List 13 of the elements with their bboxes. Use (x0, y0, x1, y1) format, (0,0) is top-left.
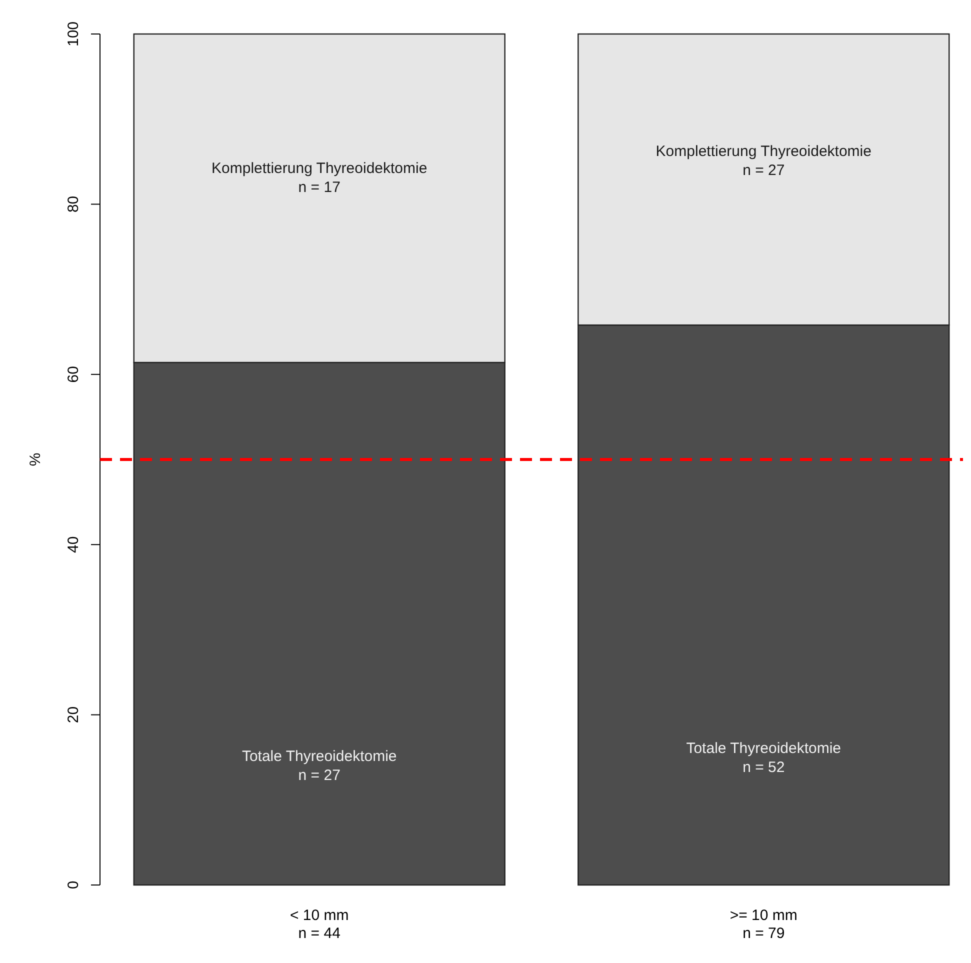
y-tick-label: 100 (65, 21, 82, 47)
y-tick-label: 60 (65, 366, 82, 383)
y-tick-label: 40 (65, 536, 82, 553)
x-tick-label: >= 10 mm n = 79 (730, 907, 798, 942)
y-axis-title: % (27, 452, 44, 466)
annotation: Totale Thyreoidektomie n = 27 (242, 748, 397, 784)
annotation: Komplettierung Thyreoidektomie n = 27 (656, 142, 872, 179)
y-tick-label: 0 (65, 880, 82, 890)
y-tick-label: 80 (65, 196, 82, 213)
y-tick-label: 20 (65, 706, 82, 724)
annotation: Totale Thyreoidektomie n = 52 (686, 740, 842, 776)
x-tick-label: < 10 mm n = 44 (290, 907, 349, 942)
annotation: Komplettierung Thyreoidektomie n = 17 (212, 160, 428, 196)
